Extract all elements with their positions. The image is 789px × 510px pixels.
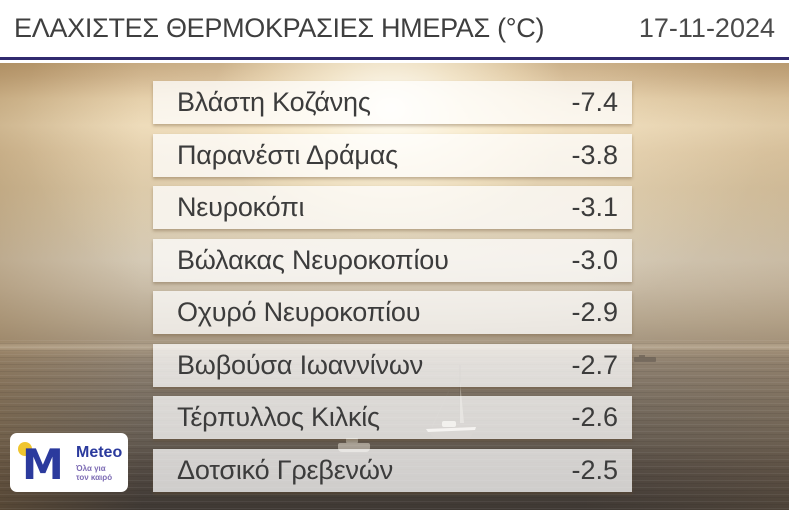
meteo-logo-mark: M <box>16 437 74 489</box>
station-name: Τέρπυλλος Κιλκίς <box>177 402 380 432</box>
station-name: Νευροκόπι <box>177 192 305 222</box>
logo-brand-name: Meteo <box>76 443 123 461</box>
page-title: ΕΛΑΧΙΣΤΕΣ ΘΕΡΜΟΚΡΑΣΙΕΣ ΗΜΕΡΑΣ (°C) <box>14 13 545 43</box>
logo-m-icon: M <box>22 439 64 489</box>
table-row: Παρανέστι Δράμας -3.8 <box>153 133 632 177</box>
table-row: Οχυρό Νευροκοπίου -2.9 <box>153 291 632 334</box>
temperature-value: -3.1 <box>571 192 618 222</box>
logo-tagline: Όλα για τον καιρό <box>76 464 122 482</box>
logo-tagline-line2: τον καιρό <box>76 472 113 482</box>
header-bar: ΕΛΑΧΙΣΤΕΣ ΘΕΡΜΟΚΡΑΣΙΕΣ ΗΜΕΡΑΣ (°C) 17-11… <box>0 0 789 60</box>
table-row: Βλάστη Κοζάνης -7.4 <box>153 81 632 124</box>
logo-text-block: Meteo Όλα για τον καιρό <box>76 444 122 482</box>
station-name: Οχυρό Νευροκοπίου <box>177 297 421 327</box>
temperature-list: Βλάστη Κοζάνης -7.4 Παρανέστι Δράμας -3.… <box>153 81 632 492</box>
station-name: Βωβούσα Ιωαννίνων <box>177 349 424 380</box>
table-row: Βωβούσα Ιωαννίνων -2.7 <box>153 343 632 387</box>
station-name: Παρανέστι Δράμας <box>177 139 398 170</box>
temperature-value: -7.4 <box>571 87 618 117</box>
temperature-value: -2.5 <box>571 454 618 485</box>
temperature-value: -3.0 <box>571 244 618 275</box>
table-row: Νευροκόπι -3.1 <box>153 186 632 229</box>
logo-tagline-line1: Όλα για <box>76 463 106 473</box>
table-row: Δοτσικό Γρεβενών -2.5 <box>153 448 632 492</box>
temperature-value: -2.7 <box>571 349 618 380</box>
temperature-value: -3.8 <box>571 139 618 170</box>
faint-boat-silhouette <box>338 438 370 452</box>
temperature-value: -2.6 <box>571 402 618 432</box>
temperature-value: -2.9 <box>571 297 618 327</box>
table-row: Τέρπυλλος Κιλκίς -2.6 <box>153 396 632 439</box>
table-row: Βώλακας Νευροκοπίου -3.0 <box>153 238 632 282</box>
station-name: Βώλακας Νευροκοπίου <box>177 244 449 275</box>
distant-ship-silhouette <box>634 355 656 362</box>
meteo-logo: M Meteo Όλα για τον καιρό <box>10 433 128 492</box>
logo-yellow-dot-icon <box>18 441 32 456</box>
station-name: Βλάστη Κοζάνης <box>177 87 371 117</box>
date-label: 17-11-2024 <box>638 13 775 43</box>
sea-sunset-background: Βλάστη Κοζάνης -7.4 Παρανέστι Δράμας -3.… <box>0 63 789 510</box>
station-name: Δοτσικό Γρεβενών <box>177 454 394 485</box>
